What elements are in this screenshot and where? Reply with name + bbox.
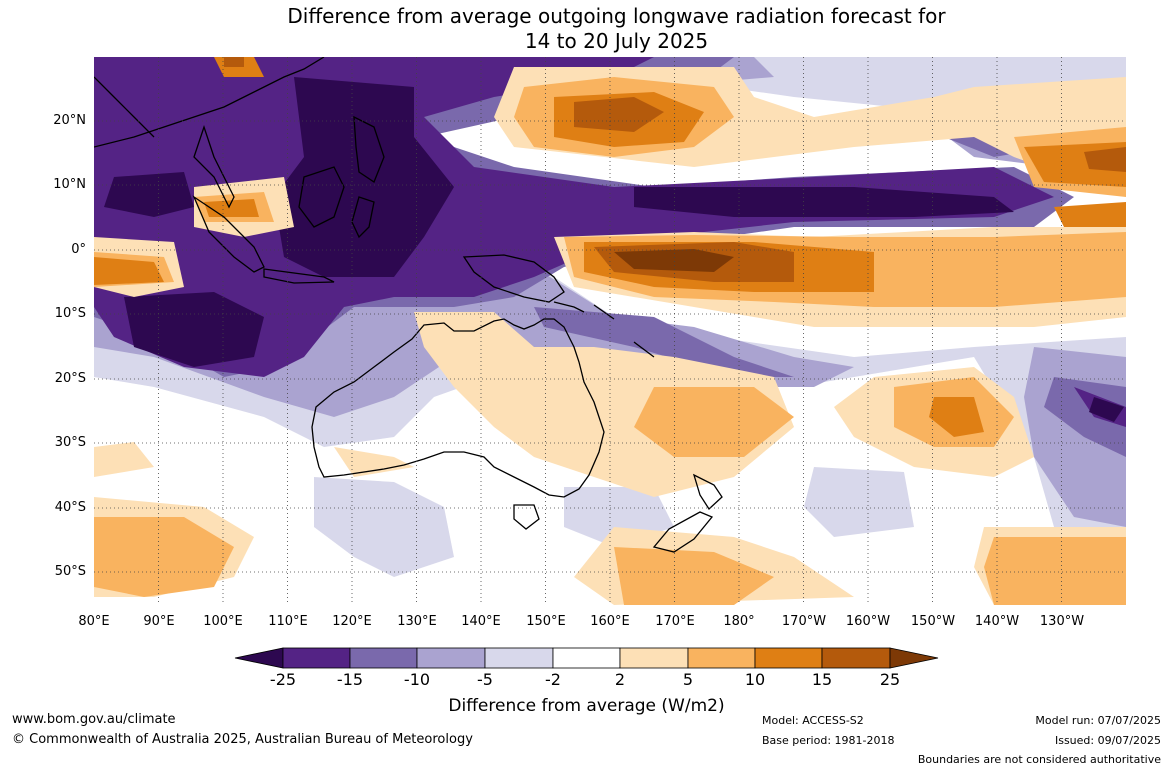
new-zealand-coastline xyxy=(652,473,723,553)
lon-label: 140°W xyxy=(974,614,1020,629)
lat-label: 0° xyxy=(71,242,86,257)
colorbar-tick-label: -5 xyxy=(477,670,493,689)
colorbar-swatch xyxy=(416,647,486,669)
olr-anomaly-field xyxy=(94,57,1126,605)
colorbar-tick-label: -15 xyxy=(336,670,364,689)
map-title-line2: 14 to 20 July 2025 xyxy=(524,29,709,53)
coastlines xyxy=(94,57,723,553)
lon-label: 90°E xyxy=(143,614,175,629)
lon-label: 130°E xyxy=(397,614,437,629)
lon-label: 160°E xyxy=(590,614,630,629)
map-title: Difference from average outgoing longwav… xyxy=(0,4,1173,54)
philippines-coastline xyxy=(353,115,385,183)
lat-label: 10°N xyxy=(53,177,86,192)
website-link[interactable]: www.bom.gov.au/climate xyxy=(12,712,176,727)
olr-anomaly-map xyxy=(94,57,1126,605)
lon-label: 100°E xyxy=(203,614,243,629)
lat-label: 30°S xyxy=(54,435,86,450)
lon-label: 170°E xyxy=(655,614,695,629)
colorbar-title: Difference from average (W/m2) xyxy=(448,696,725,716)
colorbar-swatch xyxy=(552,647,621,669)
lon-label: 180° xyxy=(723,614,755,629)
lat-label: 40°S xyxy=(54,500,86,515)
colorbar-swatch-below--25 xyxy=(234,647,284,669)
lat-label: 20°N xyxy=(53,113,86,128)
colorbar-tick-label: -2 xyxy=(545,670,561,689)
lon-label: 120°E xyxy=(332,614,372,629)
map-title-line1: Difference from average outgoing longwav… xyxy=(287,4,946,28)
anomaly-layer-pos-25 xyxy=(614,249,734,272)
lon-label: 170°W xyxy=(781,614,827,629)
colorbar-tick-label: 15 xyxy=(811,670,833,689)
issued-text: Issued: 09/07/2025 xyxy=(1054,734,1161,747)
sulawesi-coastline xyxy=(351,196,375,239)
colorbar-tick-label: -10 xyxy=(403,670,431,689)
lon-label: 80°E xyxy=(78,614,110,629)
colorbar-tick-label: 10 xyxy=(744,670,766,689)
colorbar-tick-label: 5 xyxy=(682,670,694,689)
pacific-islands-coastline xyxy=(553,301,655,358)
colorbar-swatch xyxy=(821,647,891,669)
model-text: Model: ACCESS-S2 xyxy=(762,714,864,727)
colorbar-swatch xyxy=(619,647,689,669)
base-period-text: Base period: 1981-2018 xyxy=(762,734,895,747)
colorbar-swatch xyxy=(349,647,418,669)
colorbar-swatch xyxy=(687,647,756,669)
colorbar-swatch-above-25 xyxy=(889,647,939,669)
lon-label: 110°E xyxy=(268,614,308,629)
borneo-coastline xyxy=(298,166,345,228)
anomaly-layer-neg-25 xyxy=(104,77,1124,422)
colorbar-tick-label: 25 xyxy=(879,670,901,689)
colorbar-swatch xyxy=(484,647,554,669)
lon-label: 140°E xyxy=(461,614,501,629)
colorbar-tick-label: 2 xyxy=(614,670,626,689)
model-run-text: Model run: 07/07/2025 xyxy=(1035,714,1161,727)
lon-label: 130°W xyxy=(1039,614,1085,629)
colorbar-swatch xyxy=(754,647,823,669)
lat-label: 50°S xyxy=(54,564,86,579)
colorbar-tick-label: -25 xyxy=(269,670,297,689)
lat-label: 10°S xyxy=(54,306,86,321)
disclaimer-text: Boundaries are not considered authoritat… xyxy=(917,753,1161,766)
lon-label: 150°W xyxy=(910,614,956,629)
java-coastline xyxy=(263,268,335,284)
lon-label: 160°W xyxy=(845,614,891,629)
australia-coastline xyxy=(311,318,605,498)
india-coastline xyxy=(94,76,155,138)
lat-label: 20°S xyxy=(54,371,86,386)
tasmania-coastline xyxy=(513,504,540,530)
new-guinea-coastline xyxy=(462,254,565,303)
colorbar xyxy=(234,647,939,669)
lon-label: 150°E xyxy=(526,614,566,629)
copyright-text: © Commonwealth of Australia 2025, Austra… xyxy=(12,732,473,747)
graticule xyxy=(94,57,1126,605)
colorbar-swatch xyxy=(282,647,351,669)
sumatra-coastline xyxy=(192,195,265,273)
